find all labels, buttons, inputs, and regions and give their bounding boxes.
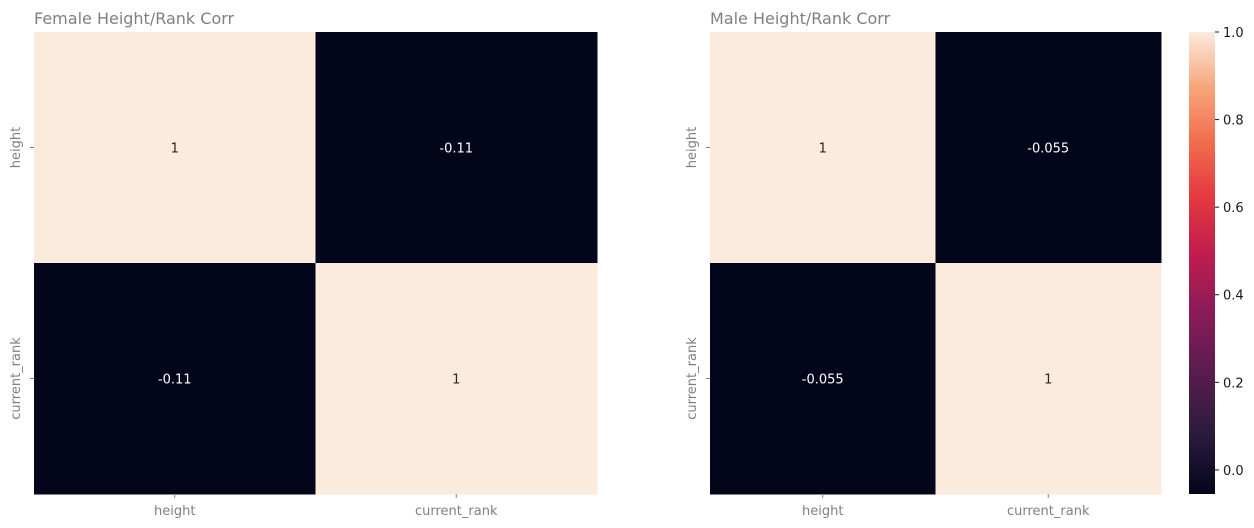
heatmap-cell [935, 263, 1162, 495]
colorbar-tick-label: 0.4 [1223, 289, 1244, 304]
y-tick-label: current_rank [685, 337, 700, 420]
heatmap-cell [315, 32, 598, 264]
male-heatmap-x-ticks: height current_rank [802, 494, 1090, 519]
female-heatmap-title: Female Height/Rank Corr [34, 9, 235, 28]
heatmap-cell [935, 32, 1162, 264]
cell-annotation: -0.11 [158, 373, 192, 388]
cell-annotation: 1 [171, 142, 179, 157]
male-heatmap-y-ticks: height current_rank [685, 127, 710, 420]
colorbar-tick-label: 0.8 [1223, 114, 1244, 129]
heatmap-cell [710, 32, 936, 264]
cell-annotation: -0.055 [1027, 142, 1069, 157]
colorbar-tick-label: 0.2 [1223, 376, 1244, 391]
male-heatmap: Male Height/Rank Corr 1 -0.055 -0.055 1 hei… [685, 9, 1162, 519]
heatmap-cell [315, 263, 598, 495]
colorbar: 0.0 0.2 0.4 0.6 0.8 1.0 [1189, 26, 1244, 494]
cell-annotation: 1 [452, 373, 460, 388]
x-tick-label: current_rank [1007, 504, 1090, 519]
colorbar-tick-label: 1.0 [1223, 26, 1244, 41]
heatmap-cell [710, 263, 936, 495]
x-tick-label: height [802, 504, 843, 519]
x-tick-label: height [154, 504, 195, 519]
male-heatmap-cells [710, 32, 1162, 495]
heatmap-cell [34, 32, 316, 264]
cell-annotation: -0.11 [439, 142, 473, 157]
male-heatmap-annotations: 1 -0.055 -0.055 1 [802, 142, 1069, 388]
heatmap-cell [34, 263, 316, 495]
female-heatmap-annotations: 1 -0.11 -0.11 1 [158, 142, 473, 388]
female-heatmap-y-ticks: height current_rank [9, 127, 34, 420]
male-heatmap-title: Male Height/Rank Corr [710, 9, 891, 28]
colorbar-ticks: 0.0 0.2 0.4 0.6 0.8 1.0 [1215, 26, 1244, 479]
colorbar-tick-label: 0.6 [1223, 201, 1244, 216]
female-heatmap-x-ticks: height current_rank [154, 494, 498, 519]
cell-annotation: 1 [1044, 373, 1052, 388]
y-tick-label: height [685, 127, 700, 168]
female-heatmap: Female Height/Rank Corr 1 -0.11 -0.11 1 hei… [9, 9, 598, 519]
colorbar-tick-label: 0.0 [1223, 464, 1244, 479]
y-tick-label: current_rank [9, 337, 24, 420]
colorbar-gradient [1189, 32, 1215, 494]
y-tick-label: height [9, 127, 24, 168]
cell-annotation: -0.055 [802, 373, 844, 388]
female-heatmap-cells [34, 32, 598, 495]
cell-annotation: 1 [819, 142, 827, 157]
x-tick-label: current_rank [415, 504, 498, 519]
